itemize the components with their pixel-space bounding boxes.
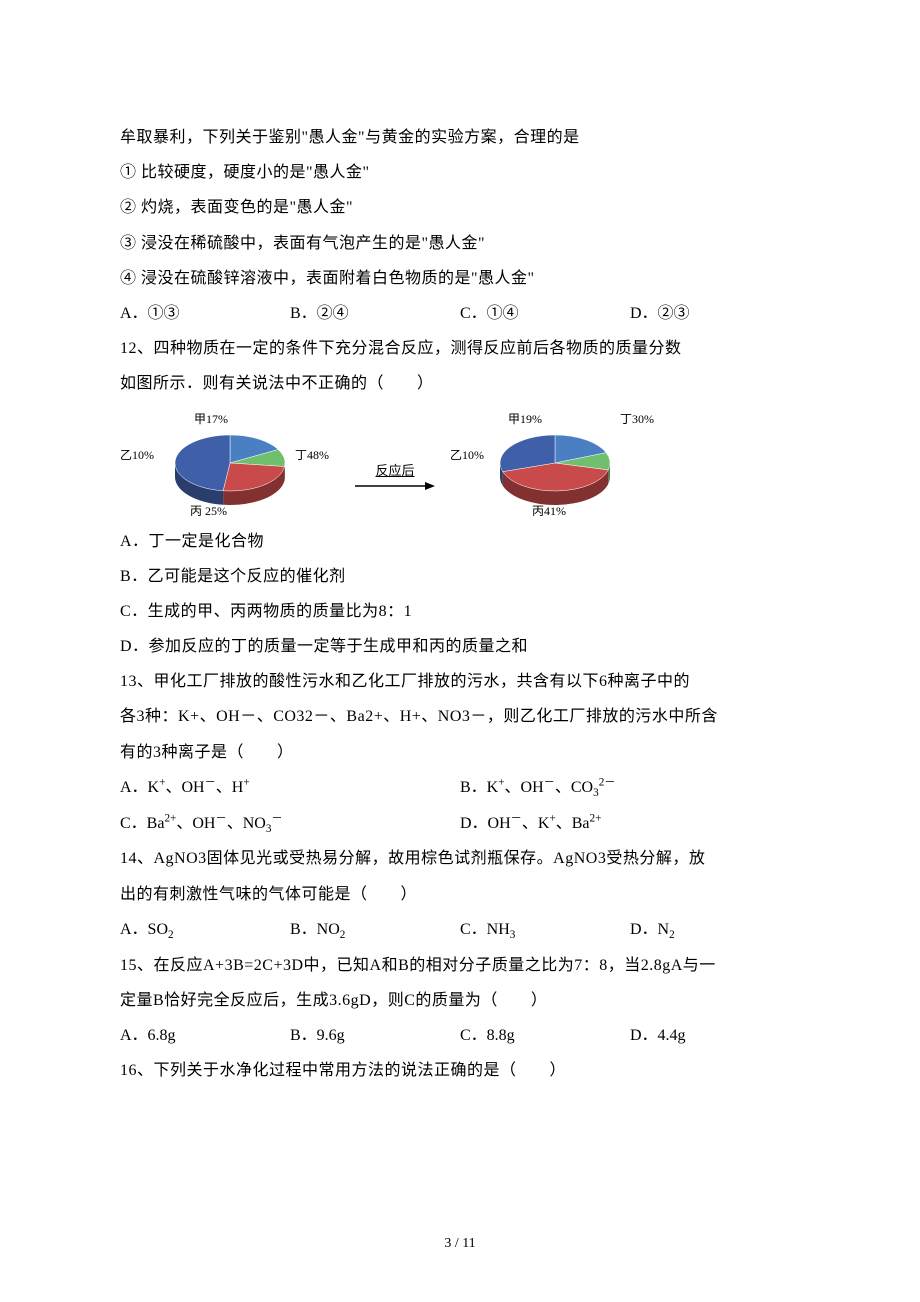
sub-2: 2: [340, 929, 346, 941]
q15-choice-a: A．6.8g: [120, 1018, 290, 1053]
q11-choice-b: B．②④: [290, 296, 460, 331]
sup-2plus: 2+: [164, 812, 176, 824]
q13d-2: 、K: [522, 815, 550, 832]
q13a-2: 、OH: [165, 779, 204, 796]
q13b-1: B．K: [460, 779, 498, 796]
pie-slice-label: 甲19%: [508, 410, 542, 427]
q13-choice-d: D．OH－、K+、Ba2+: [460, 806, 800, 842]
q12-charts: 甲17% 乙10% 丙 25% 丁48% 反应后 甲19% 乙10% 丙41% 丁30%: [120, 410, 800, 520]
q13-text1: 13、甲化工厂排放的酸性污水和乙化工厂排放的污水，共含有以下6种离子中的: [120, 664, 800, 699]
q16-text: 16、下列关于水净化过程中常用方法的说法正确的是（ ）: [120, 1053, 800, 1088]
page: 牟取暴利，下列关于鉴别"愚人金"与黄金的实验方案，合理的是 ① 比较硬度，硬度小…: [0, 0, 920, 1302]
pie-slice-label: 丁48%: [295, 446, 329, 463]
q12-optB: B．乙可能是这个反应的催化剂: [120, 559, 800, 594]
q12-text2: 如图所示．则有关说法中不正确的（ ）: [120, 366, 800, 401]
q14-choices: A．SO2 B．NO2 C．NH3 D．N2: [120, 912, 800, 948]
q15-choice-b: B．9.6g: [290, 1018, 460, 1053]
q13d-1: D．OH: [460, 815, 511, 832]
q12-optD: D．参加反应的丁的质量一定等于生成甲和丙的质量之和: [120, 629, 800, 664]
q15-choice-d: D．4.4g: [630, 1018, 800, 1053]
q14-choice-a: A．SO2: [120, 912, 290, 948]
q11-opt1: ① 比较硬度，硬度小的是"愚人金": [120, 155, 800, 190]
q11-intro: 牟取暴利，下列关于鉴别"愚人金"与黄金的实验方案，合理的是: [120, 120, 800, 155]
q13c-3: 、NO: [227, 815, 266, 832]
pie-slice-label: 乙10%: [450, 446, 484, 463]
pie-slice-label: 丙 25%: [190, 502, 227, 519]
sup-minus: －: [544, 776, 555, 788]
q14b: B．NO: [290, 921, 340, 938]
q11-choice-c: C．①④: [460, 296, 630, 331]
q12-optA: A．丁一定是化合物: [120, 524, 800, 559]
q13-text3: 有的3种离子是（ ）: [120, 735, 800, 770]
q13c-1: C．Ba: [120, 815, 164, 832]
q13d-3: 、Ba: [556, 815, 590, 832]
sub-3: 3: [266, 823, 272, 835]
q13-choice-b: B．K+、OH－、CO32－: [460, 770, 800, 806]
arrow-icon: [355, 480, 435, 492]
q14-choice-c: C．NH3: [460, 912, 630, 948]
q13-choice-c: C．Ba2+、OH－、NO3－: [120, 806, 460, 842]
q11-opt4: ④ 浸没在硫酸锌溶液中，表面附着白色物质的是"愚人金": [120, 261, 800, 296]
q13-row1: A．K+、OH－、H+ B．K+、OH－、CO32－: [120, 770, 800, 806]
q15-choices: A．6.8g B．9.6g C．8.8g D．4.4g: [120, 1018, 800, 1053]
q13-choice-a: A．K+、OH－、H+: [120, 770, 460, 806]
sub-2: 2: [168, 929, 174, 941]
pie-slice-label: 乙10%: [120, 446, 154, 463]
q14d: D．N: [630, 921, 669, 938]
q15-choice-c: C．8.8g: [460, 1018, 630, 1053]
pie-after-group: 甲19% 乙10% 丙41% 丁30%: [450, 410, 720, 520]
q11-choices: A．①③ B．②④ C．①④ D．②③: [120, 296, 800, 331]
reaction-arrow-block: 反应后: [350, 460, 440, 500]
sup-minus: －: [215, 812, 226, 824]
q13a-1: A．K: [120, 779, 159, 796]
q13-row2: C．Ba2+、OH－、NO3－ D．OH－、K+、Ba2+: [120, 806, 800, 842]
q14-text2: 出的有刺激性气味的气体可能是（ ）: [120, 877, 800, 912]
q12-text1: 12、四种物质在一定的条件下充分混合反应，测得反应前后各物质的质量分数: [120, 331, 800, 366]
q11-choice-a: A．①③: [120, 296, 290, 331]
pie-slice-label: 丁30%: [620, 410, 654, 427]
q14-choice-d: D．N2: [630, 912, 800, 948]
q13c-2: 、OH: [176, 815, 215, 832]
sup-2plus: 2+: [590, 812, 602, 824]
q14-choice-b: B．NO2: [290, 912, 460, 948]
arrow-label: 反应后: [375, 463, 414, 478]
q11-opt2: ② 灼烧，表面变色的是"愚人金": [120, 190, 800, 225]
q14c: C．NH: [460, 921, 510, 938]
pie-slice-label: 丙41%: [532, 502, 566, 519]
q13a-3: 、H: [216, 779, 244, 796]
page-footer: 3 / 11: [0, 1236, 920, 1252]
q11-opt3: ③ 浸没在稀硫酸中，表面有气泡产生的是"愚人金": [120, 226, 800, 261]
sup-plus: +: [243, 776, 249, 788]
sub-3: 3: [510, 929, 516, 941]
q14a: A．SO: [120, 921, 168, 938]
sub-3: 3: [593, 787, 599, 799]
q14-text1: 14、AgNO3固体见光或受热易分解，故用棕色试剂瓶保存。AgNO3受热分解，放: [120, 841, 800, 876]
sup-minus: －: [511, 812, 522, 824]
q12-optC: C．生成的甲、丙两物质的质量比为8：1: [120, 594, 800, 629]
q13-text2: 各3种：K+、OH－、CO32－、Ba2+、H+、NO3－，则乙化工厂排放的污水…: [120, 699, 800, 734]
q13b-3: 、CO: [555, 779, 593, 796]
sup-minus: －: [205, 776, 216, 788]
sub-2: 2: [669, 929, 675, 941]
q11-choice-d: D．②③: [630, 296, 800, 331]
sup-2minus: 2－: [599, 776, 616, 788]
pie-slice-label: 甲17%: [194, 410, 228, 427]
q15-text2: 定量B恰好完全反应后，生成3.6gD，则C的质量为（ ）: [120, 983, 800, 1018]
sup-minus: －: [271, 812, 282, 824]
q13b-2: 、OH: [505, 779, 544, 796]
q15-text1: 15、在反应A+3B=2C+3D中，已知A和B的相对分子质量之比为7：8，当2.…: [120, 948, 800, 983]
